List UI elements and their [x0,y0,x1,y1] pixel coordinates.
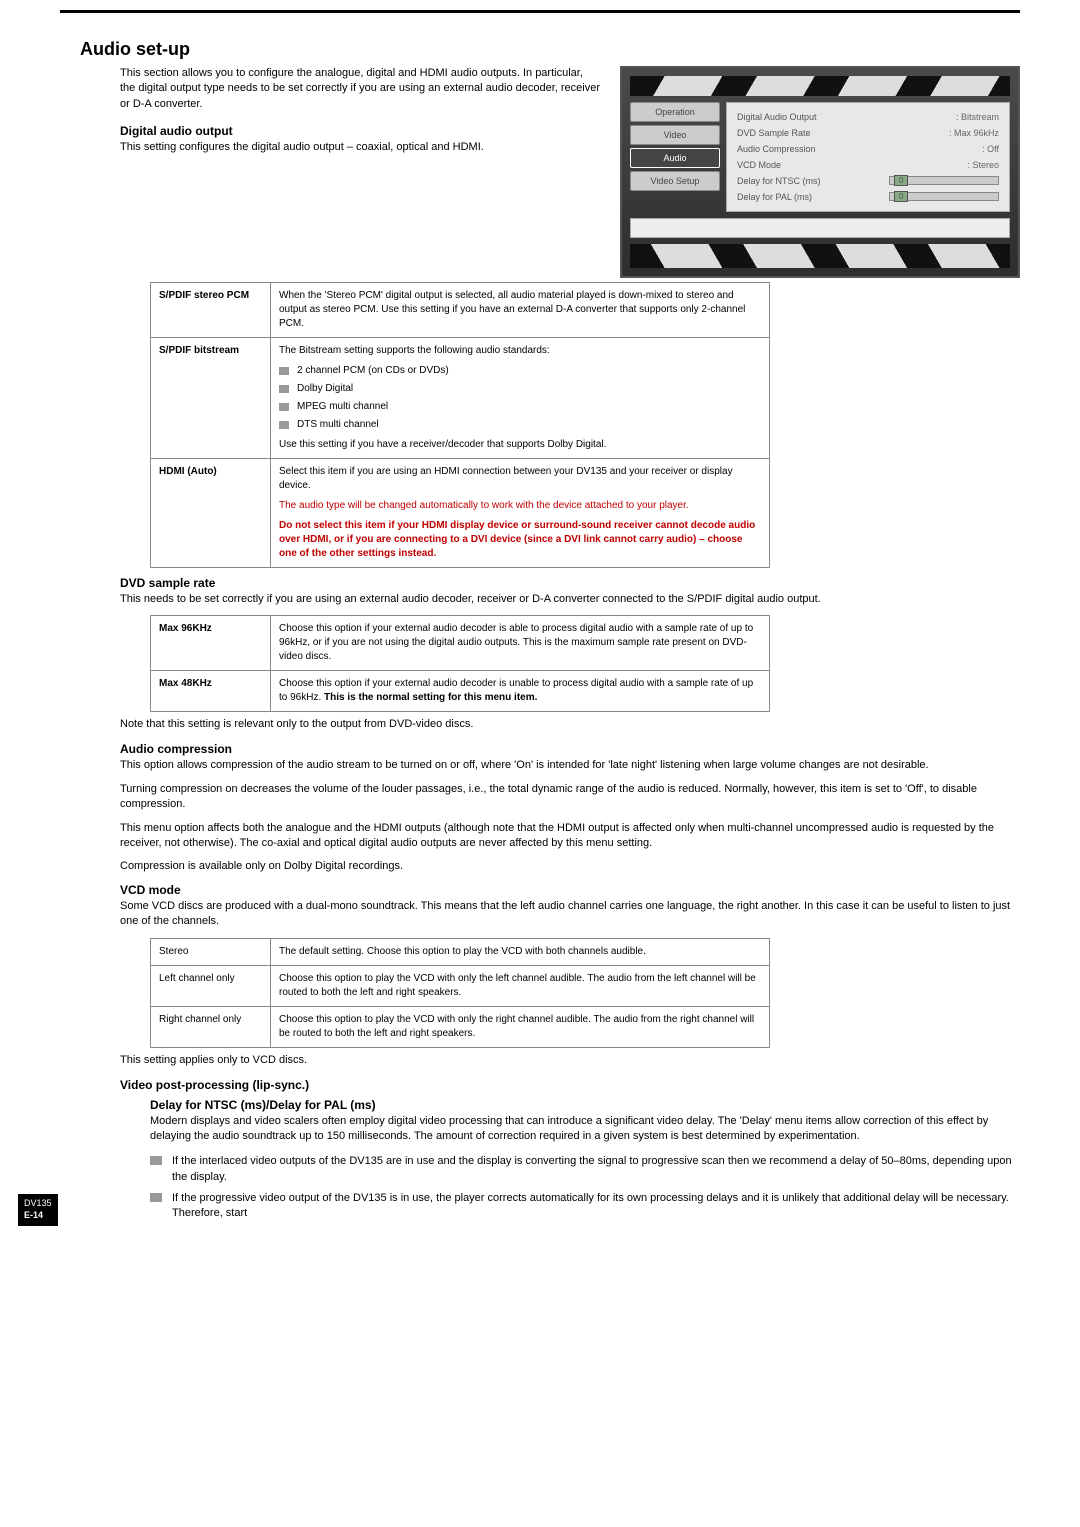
table-row: HDMI (Auto) Select this item if you are … [151,459,770,568]
opt-desc-spdif-pcm: When the 'Stereo PCM' digital output is … [271,283,770,338]
audio-compression-heading: Audio compression [120,742,1020,756]
osd-row-delay-ntsc[interactable]: Delay for NTSC (ms) [737,173,999,189]
intro-left: This section allows you to configure the… [80,66,600,278]
intro-row: This section allows you to configure the… [80,66,1020,278]
video-post-bullets: If the interlaced video outputs of the D… [150,1152,1020,1226]
audio-compression-p3: This menu option affects both the analog… [120,821,1020,852]
audio-compression-p4: Compression is available only on Dolby D… [120,859,1020,874]
bitstream-bullets: 2 channel PCM (on CDs or DVDs) Dolby Dig… [279,362,761,434]
osd-row-sample-rate[interactable]: DVD Sample Rate : Max 96kHz [737,125,999,141]
bitstream-post: Use this setting if you have a receiver/… [279,439,606,450]
list-item: MPEG multi channel [279,398,761,416]
osd-tab-operation[interactable]: Operation [630,102,720,122]
video-post-body: Modern displays and video scalers often … [150,1114,1020,1145]
osd-label: Delay for PAL (ms) [737,192,812,202]
osd-tabs: Operation Video Audio Video Setup [630,102,720,212]
osd-value: : Max 96kHz [949,128,999,138]
digital-audio-output-heading: Digital audio output [120,124,600,138]
opt-label-right: Right channel only [151,1006,271,1047]
table-row: Max 96KHz Choose this option if your ext… [151,616,770,671]
opt-label-left: Left channel only [151,965,271,1006]
audio-compression-p1: This option allows compression of the au… [120,758,1020,773]
osd-row-delay-pal[interactable]: Delay for PAL (ms) [737,189,999,205]
opt-desc-max96: Choose this option if your external audi… [271,616,770,671]
osd-row-digital-audio[interactable]: Digital Audio Output : Bitstream [737,109,999,125]
opt-desc-right: Choose this option to play the VCD with … [271,1006,770,1047]
footer-model: DV135 [24,1198,52,1208]
max48-bold: This is the normal setting for this menu… [324,692,537,703]
osd-slider-pal[interactable] [889,192,999,201]
sample-rate-note: Note that this setting is relevant only … [120,718,1020,730]
bitstream-pre: The Bitstream setting supports the follo… [279,345,550,356]
hdmi-red1: The audio type will be changed automatic… [279,499,761,513]
dvd-sample-rate-heading: DVD sample rate [120,576,1020,590]
osd-main: Operation Video Audio Video Setup Digita… [630,102,1010,212]
table-row: Stereo The default setting. Choose this … [151,938,770,965]
page-footer-badge: DV135 E-14 [18,1194,58,1225]
osd-label: DVD Sample Rate [737,128,811,138]
opt-label-hdmi-auto: HDMI (Auto) [151,459,271,568]
sample-rate-table: Max 96KHz Choose this option if your ext… [150,615,770,712]
digital-audio-output-body: This setting configures the digital audi… [120,140,600,155]
osd-panel: Digital Audio Output : Bitstream DVD Samp… [726,102,1010,212]
table-row: S/PDIF bitstream The Bitstream setting s… [151,338,770,459]
page-title: Audio set-up [80,39,1020,60]
table-row: S/PDIF stereo PCM When the 'Stereo PCM' … [151,283,770,338]
list-item: Dolby Digital [279,380,761,398]
dvd-sample-rate-body: This needs to be set correctly if you ar… [120,592,1020,607]
vcd-mode-heading: VCD mode [120,883,1020,897]
opt-desc-max48: Choose this option if your external audi… [271,671,770,712]
opt-desc-stereo: The default setting. Choose this option … [271,938,770,965]
osd-value: : Bitstream [956,112,999,122]
osd-frame: Operation Video Audio Video Setup Digita… [620,66,1020,278]
intro-paragraph: This section allows you to configure the… [120,66,600,112]
table-row: Left channel only Choose this option to … [151,965,770,1006]
list-item: DTS multi channel [279,416,761,434]
osd-row-vcd-mode[interactable]: VCD Mode : Stereo [737,157,999,173]
list-item: 2 channel PCM (on CDs or DVDs) [279,362,761,380]
top-rule [60,10,1020,13]
osd-label: Delay for NTSC (ms) [737,176,821,186]
osd-tab-video-setup[interactable]: Video Setup [630,171,720,191]
table-row: Right channel only Choose this option to… [151,1006,770,1047]
osd-value: : Off [982,144,999,154]
opt-label-stereo: Stereo [151,938,271,965]
table-row: Max 48KHz Choose this option if your ext… [151,671,770,712]
spdif-options-table: S/PDIF stereo PCM When the 'Stereo PCM' … [150,282,770,568]
osd-tab-video[interactable]: Video [630,125,720,145]
osd-row-compression[interactable]: Audio Compression : Off [737,141,999,157]
opt-label-max96: Max 96KHz [151,616,271,671]
osd-top-pattern [630,76,1010,96]
vcd-mode-body: Some VCD discs are produced with a dual-… [120,899,1020,930]
video-post-heading: Video post-processing (lip-sync.) [120,1078,1020,1092]
vcd-mode-note: This setting applies only to VCD discs. [120,1054,1020,1066]
opt-desc-left: Choose this option to play the VCD with … [271,965,770,1006]
osd-footer-bar [630,218,1010,238]
audio-compression-p2: Turning compression on decreases the vol… [120,782,1020,813]
footer-page: E-14 [24,1210,43,1220]
vcd-mode-table: Stereo The default setting. Choose this … [150,938,770,1048]
osd-label: Audio Compression [737,144,816,154]
page-content: Audio set-up This section allows you to … [0,19,1080,1246]
osd-label: VCD Mode [737,160,781,170]
opt-label-spdif-bitstream: S/PDIF bitstream [151,338,271,459]
hdmi-text: Select this item if you are using an HDM… [279,465,761,493]
osd-tab-audio[interactable]: Audio [630,148,720,168]
osd-bottom-pattern [630,244,1010,268]
osd-slider-ntsc[interactable] [889,176,999,185]
list-item: If the progressive video output of the D… [150,1189,1020,1226]
list-item: If the interlaced video outputs of the D… [150,1152,1020,1189]
opt-label-spdif-pcm: S/PDIF stereo PCM [151,283,271,338]
osd-value: : Stereo [967,160,999,170]
osd-label: Digital Audio Output [737,112,817,122]
osd-screenshot: Operation Video Audio Video Setup Digita… [620,66,1020,278]
delay-subheading: Delay for NTSC (ms)/Delay for PAL (ms) [150,1098,1020,1112]
opt-desc-hdmi-auto: Select this item if you are using an HDM… [271,459,770,568]
opt-desc-spdif-bitstream: The Bitstream setting supports the follo… [271,338,770,459]
hdmi-red2: Do not select this item if your HDMI dis… [279,519,761,561]
opt-label-max48: Max 48KHz [151,671,271,712]
